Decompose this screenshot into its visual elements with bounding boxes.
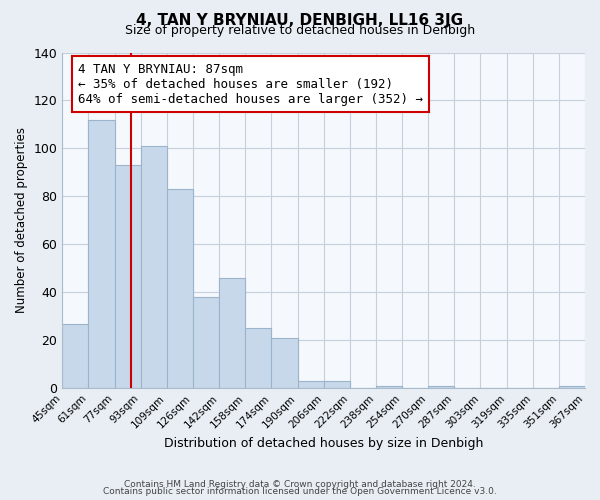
X-axis label: Distribution of detached houses by size in Denbigh: Distribution of detached houses by size … <box>164 437 484 450</box>
Bar <box>376 386 402 388</box>
Bar <box>271 338 298 388</box>
Bar <box>88 120 115 388</box>
Text: Contains HM Land Registry data © Crown copyright and database right 2024.: Contains HM Land Registry data © Crown c… <box>124 480 476 489</box>
Bar <box>115 165 140 388</box>
Bar <box>193 297 219 388</box>
Bar <box>140 146 167 388</box>
Bar <box>62 324 88 388</box>
Bar <box>323 381 350 388</box>
Bar <box>298 381 323 388</box>
Text: 4 TAN Y BRYNIAU: 87sqm
← 35% of detached houses are smaller (192)
64% of semi-de: 4 TAN Y BRYNIAU: 87sqm ← 35% of detached… <box>78 62 423 106</box>
Y-axis label: Number of detached properties: Number of detached properties <box>15 128 28 314</box>
Bar <box>428 386 454 388</box>
Bar <box>167 189 193 388</box>
Text: Size of property relative to detached houses in Denbigh: Size of property relative to detached ho… <box>125 24 475 37</box>
Bar <box>245 328 271 388</box>
Text: 4, TAN Y BRYNIAU, DENBIGH, LL16 3JG: 4, TAN Y BRYNIAU, DENBIGH, LL16 3JG <box>136 12 464 28</box>
Bar <box>219 278 245 388</box>
Bar <box>559 386 585 388</box>
Text: Contains public sector information licensed under the Open Government Licence v3: Contains public sector information licen… <box>103 487 497 496</box>
